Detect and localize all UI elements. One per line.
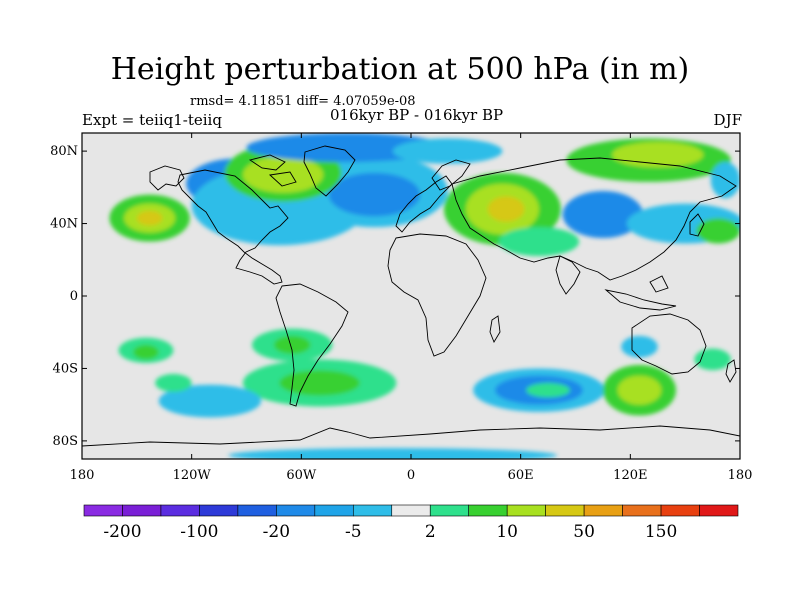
contour-region-27 bbox=[158, 384, 262, 418]
lon-tick-label: 120E bbox=[613, 468, 647, 483]
lon-tick-label: 120W bbox=[173, 468, 212, 483]
contour-region-8 bbox=[242, 156, 324, 193]
plot-title: Height perturbation at 500 hPa (in m) bbox=[110, 52, 690, 87]
period-label: 016kyr BP - 016kyr BP bbox=[330, 106, 504, 124]
coastline-indonesia bbox=[604, 275, 677, 311]
coastline-south-america bbox=[275, 283, 349, 407]
contour-region-34 bbox=[621, 335, 658, 358]
lat-tick-label: 0 bbox=[70, 289, 78, 304]
season-label: DJF bbox=[713, 111, 742, 129]
contour-region-20 bbox=[710, 161, 740, 199]
colorbar-swatch bbox=[622, 504, 662, 517]
coastline-japan bbox=[689, 213, 705, 237]
coastline-scandinavia bbox=[431, 159, 471, 191]
rmsd-stats: rmsd= 4.11851 diff= 4.07059e-08 bbox=[190, 94, 416, 109]
contour-region-6 bbox=[328, 172, 421, 217]
contour-region-14 bbox=[498, 227, 580, 257]
colorbar-swatch bbox=[545, 504, 585, 517]
colorbar-swatch bbox=[276, 504, 316, 517]
colorbar-swatch bbox=[237, 504, 277, 517]
colorbar-swatch bbox=[122, 504, 162, 517]
colorbar-swatch bbox=[506, 504, 546, 517]
colorbar-swatch bbox=[583, 504, 623, 517]
contour-region-31 bbox=[526, 382, 571, 398]
contour-region-28 bbox=[155, 373, 192, 392]
contour-region-36 bbox=[228, 448, 558, 459]
lon-tick-label: 180 bbox=[728, 468, 753, 483]
lon-tick-label: 180 bbox=[70, 468, 95, 483]
latitude-axis: 80N 40N 0 40S 80S bbox=[50, 144, 740, 449]
colorbar-swatch bbox=[83, 504, 123, 517]
colorbar-swatch bbox=[199, 504, 239, 517]
map-panel: 80N 40N 0 40S 80S 180 120W 60W 0 60E 120E 180 bbox=[50, 132, 753, 483]
lon-tick-label: 0 bbox=[407, 468, 415, 483]
colorbar-swatch bbox=[429, 504, 470, 517]
contour-region-35 bbox=[694, 348, 731, 371]
coastline-india bbox=[555, 255, 581, 295]
lat-tick-label: 80N bbox=[50, 144, 78, 159]
coastline-north-america bbox=[177, 169, 289, 285]
experiment-label: Expt = teiiq1-teiiq bbox=[82, 111, 222, 129]
coastline-europe bbox=[395, 175, 453, 233]
coastline-antarctica bbox=[82, 425, 740, 447]
contour-region-24 bbox=[273, 335, 311, 354]
lon-tick-label: 60E bbox=[508, 468, 534, 483]
colorbar-swatch bbox=[391, 504, 431, 517]
colorbar-swatch bbox=[352, 504, 393, 517]
colorbar-swatch bbox=[160, 504, 200, 517]
colorbar-label: 150 bbox=[645, 522, 677, 542]
coastline-greenland bbox=[303, 145, 356, 197]
contour-region-13 bbox=[487, 196, 525, 222]
coastline-africa bbox=[387, 233, 487, 357]
contour-region-33 bbox=[617, 375, 662, 405]
coastline-australia bbox=[631, 313, 707, 375]
coastline-madagascar bbox=[489, 315, 501, 344]
colorbar-swatch bbox=[314, 504, 354, 517]
contour-region-10 bbox=[392, 138, 503, 164]
coastline-new-zealand bbox=[725, 359, 737, 383]
colorbar-label: 10 bbox=[496, 522, 518, 542]
contour-region-2 bbox=[136, 210, 163, 226]
coastline-arctic-islands bbox=[248, 154, 297, 187]
coastline-asia bbox=[451, 157, 737, 281]
coastlines bbox=[82, 145, 740, 447]
colorbar-swatch bbox=[699, 504, 739, 517]
longitude-axis: 180 120W 60W 0 60E 120E 180 bbox=[70, 133, 753, 483]
lat-tick-label: 40S bbox=[53, 361, 78, 376]
colorbar-label: -100 bbox=[180, 522, 218, 542]
colorbar-swatch bbox=[660, 504, 700, 517]
colorbar-label: -200 bbox=[103, 522, 141, 542]
lat-tick-label: 80S bbox=[53, 434, 78, 449]
colorbar-label: 50 bbox=[573, 522, 595, 542]
colorbar-label: 2 bbox=[425, 522, 436, 542]
colorbar-label: -20 bbox=[263, 522, 290, 542]
lon-tick-label: 60W bbox=[286, 468, 317, 483]
contour-region-22 bbox=[133, 344, 159, 360]
colorbar-label: -5 bbox=[345, 522, 362, 542]
coastline-alaska bbox=[149, 165, 185, 191]
colorbar: -200 -100 -20 -5 2 10 50 150 bbox=[83, 504, 739, 542]
colorbar-swatch bbox=[468, 504, 508, 517]
contour-region-17 bbox=[562, 190, 644, 239]
lat-tick-label: 40N bbox=[50, 217, 78, 232]
contour-region-19 bbox=[696, 218, 740, 244]
contour-region-26 bbox=[279, 370, 360, 396]
